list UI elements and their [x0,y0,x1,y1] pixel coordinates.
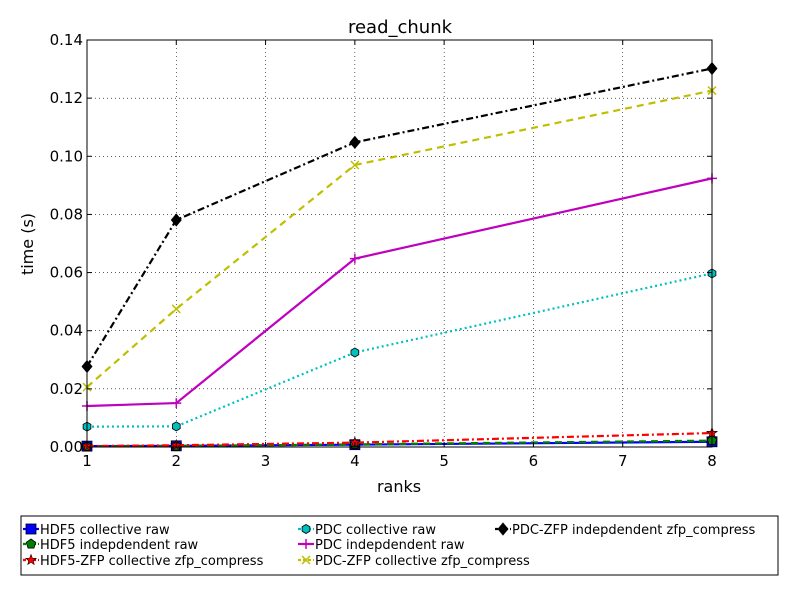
series-line [86,67,713,368]
chart-title: read_chunk [348,17,453,38]
legend-label: PDC collective raw [315,523,436,538]
data-point [349,253,360,264]
legend-marker [497,522,509,536]
x-axis-label: ranks [377,477,421,496]
data-point [350,160,360,170]
legend-marker [301,555,311,565]
plot-frame [86,39,713,448]
legend-label: HDF5-ZFP collective zfp_compress [40,554,264,569]
y-tick-label: 0.10 [50,147,83,165]
y-tick-label: 0.02 [50,380,83,398]
y-tick-label: 0.12 [50,89,83,107]
legend-item: PDC collective raw [298,523,436,538]
legend-marker [301,524,311,534]
legend-label: HDF5 indepdendent raw [40,538,199,553]
legend-marker [25,538,37,549]
x-tick-label: 4 [350,452,360,470]
x-tick-label: 5 [439,452,449,470]
legend-item: PDC indepdendent raw [298,538,465,553]
grid-lines [87,40,712,447]
legend-label: PDC-ZFP collective zfp_compress [315,554,530,569]
legend-label: HDF5 collective raw [40,523,170,538]
data-point [171,304,181,314]
y-axis-label: time (s) [18,213,37,275]
x-tick-label: 2 [172,452,182,470]
x-tick-label: 8 [707,452,717,470]
x-tick-label: 6 [529,452,539,470]
y-tick-label: 0.14 [50,31,83,49]
series-line [86,89,713,388]
series-line [86,177,713,408]
legend-item: HDF5 collective raw [23,523,170,538]
data-point [170,213,182,227]
data-point [349,135,361,149]
legend-item: HDF5-ZFP collective zfp_compress [23,553,264,569]
series-line [86,272,713,428]
series-6 [82,86,717,392]
legend-marker [25,523,37,535]
data-point [171,421,181,432]
x-tick-label: 7 [618,452,628,470]
legend-item: PDC-ZFP indepdendent zfp_compress [495,522,756,538]
y-tick-label: 0.06 [50,264,83,282]
legend-frame [20,515,779,576]
x-tick-label: 3 [261,452,271,470]
series-line [86,431,713,448]
legend-label: PDC indepdendent raw [315,538,465,553]
x-tick-label: 1 [82,452,92,470]
y-tick-label: 0.04 [50,322,83,340]
legend-marker [301,539,311,549]
y-tick-label: 0.08 [50,205,83,223]
y-tick-label: 0.00 [50,438,83,456]
axis-ticks: 1 2 3 4 5 6 7 8 0.00 0.02 0.04 0.06 0.08 0.10 0.12 0.14 [50,31,717,470]
legend-marker [24,553,38,566]
legend-item: PDC-ZFP collective zfp_compress [298,554,530,569]
legend-label: PDC-ZFP indepdendent zfp_compress [512,523,756,538]
data-point [171,398,182,409]
data-point [350,347,360,358]
legend-item: HDF5 indepdendent raw [23,538,199,553]
